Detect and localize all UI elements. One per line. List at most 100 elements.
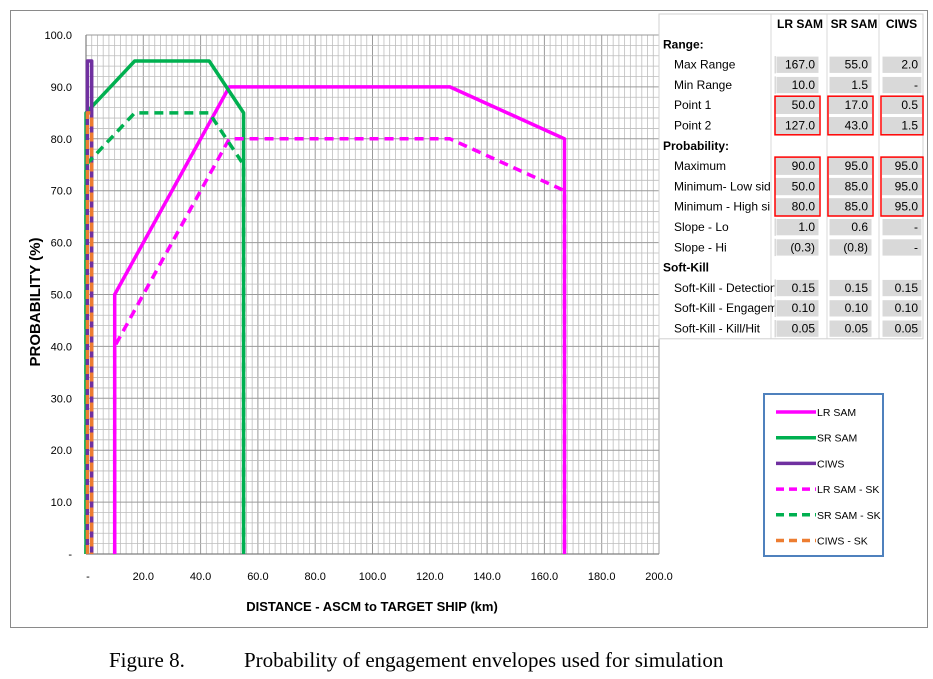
table-row-label: Soft-Kill - Engagem <box>674 301 777 315</box>
table-value-cell: 95.0 <box>895 159 919 173</box>
table-value-cell: 85.0 <box>845 179 869 193</box>
table-value-cell: (0.8) <box>843 240 868 254</box>
table-value-cell: 1.5 <box>851 78 868 92</box>
table-value-bg <box>881 238 923 257</box>
table-value-cell: 10.0 <box>792 78 816 92</box>
table-value-bg <box>828 319 873 338</box>
y-tick-label: 50.0 <box>51 290 72 302</box>
table-value-cell: 0.10 <box>895 301 919 315</box>
table-value-cell: 95.0 <box>895 200 919 214</box>
table-value-cell: 85.0 <box>845 200 869 214</box>
x-tick-label: 140.0 <box>473 571 501 583</box>
x-tick-label: 180.0 <box>588 571 616 583</box>
table-row-label: Soft-Kill - Kill/Hit <box>674 322 761 336</box>
table-value-bg <box>828 299 873 318</box>
table-value-bg <box>881 278 923 298</box>
table-value-bg <box>776 157 819 175</box>
table-clip <box>774 279 776 297</box>
engagement-chart: - 20.0 40.0 60.0 80.0 100.0 120.0 140.0 160.0 180… <box>27 13 924 614</box>
tick-labels: - 20.0 40.0 60.0 80.0 100.0 120.0 140.0 160.0 180… <box>44 30 672 583</box>
table-value-bg <box>828 55 873 74</box>
caption-figure-number: Figure 8. <box>109 648 185 672</box>
table-value-bg <box>882 157 922 175</box>
table-value-cell: 0.05 <box>845 322 869 336</box>
table-value-cell: 50.0 <box>792 179 816 193</box>
x-tick-label: 80.0 <box>304 571 325 583</box>
table-value-cell: 0.05 <box>895 322 919 336</box>
table-value-bg <box>881 218 923 237</box>
y-tick-label: 90.0 <box>51 82 72 94</box>
table-row-label: Soft-Kill - Detection <box>674 281 777 295</box>
table-section-label: Range: <box>663 37 704 51</box>
parameter-table: LR SAM SR SAM CIWS Range: Max Range 167.0 55.0… <box>658 13 924 340</box>
series-line-sr-sam <box>84 59 246 554</box>
table-value-bg <box>776 177 819 196</box>
table-value-cell: 90.0 <box>792 159 816 173</box>
table-row-label: Point 1 <box>674 98 712 112</box>
y-tick-label: - <box>68 549 72 561</box>
table-value-cell: (0.3) <box>790 240 815 254</box>
legend-label: SR SAM - SK <box>817 510 881 522</box>
series-line-ciws-sk <box>85 111 94 554</box>
table-value-bg <box>882 177 922 196</box>
table-value-cell: 0.6 <box>851 220 868 234</box>
table-value-cell: - <box>914 240 918 254</box>
table-value-cell: 2.0 <box>901 58 918 72</box>
table-value-bg <box>881 55 923 74</box>
legend-label: CIWS - SK <box>817 536 868 548</box>
series-line-sr-sam-sk <box>84 111 246 554</box>
y-tick-label: 70.0 <box>51 186 72 198</box>
table-value-bg <box>776 96 819 114</box>
table-clip <box>774 299 776 317</box>
chart-legend: LR SAM SR SAM CIWS LR SAM - SK SR SAM - SK CI… <box>763 393 884 557</box>
table-value-cell: 0.15 <box>895 281 919 295</box>
table-value-cell: 0.15 <box>792 281 816 295</box>
table-value-bg <box>828 75 873 95</box>
table-highlight-box <box>827 156 874 217</box>
chart-series <box>84 59 567 554</box>
table-highlight-box <box>827 95 874 136</box>
table-row-label: Slope - Hi <box>674 240 727 254</box>
y-tick-label: 80.0 <box>51 134 72 146</box>
legend-label: CIWS <box>817 458 844 470</box>
table-section-label: Soft-Kill <box>663 261 709 275</box>
table-value-cell: 1.5 <box>901 119 918 133</box>
y-tick-label: 30.0 <box>51 393 72 405</box>
table-highlight-box <box>880 156 924 217</box>
x-tick-label: 60.0 <box>247 571 268 583</box>
table-value-bg <box>829 157 872 175</box>
table-clip <box>774 320 776 338</box>
table-value-cell: - <box>914 220 918 234</box>
table-value-cell: 167.0 <box>785 58 815 72</box>
table-value-bg <box>881 75 923 95</box>
table-value-cell: 0.10 <box>845 301 869 315</box>
table-value-cell: 0.10 <box>792 301 816 315</box>
caption-text: Probability of engagement envelopes used… <box>244 648 724 672</box>
y-tick-label: 60.0 <box>51 238 72 250</box>
table-value-bg <box>829 117 872 135</box>
table-clip <box>774 238 776 257</box>
table-highlight-box <box>774 95 821 136</box>
table-value-cell: 0.05 <box>792 322 816 336</box>
table-value-bg <box>829 198 872 216</box>
table-value-cell: 95.0 <box>895 179 919 193</box>
table-value-cell: 0.15 <box>845 281 869 295</box>
table-clip <box>774 56 776 74</box>
x-tick-label: 120.0 <box>416 571 444 583</box>
y-tick-label: 40.0 <box>51 341 72 353</box>
legend-box <box>763 393 884 557</box>
table-value-bg <box>829 177 872 196</box>
table-value-bg <box>881 299 923 318</box>
table-value-bg <box>882 117 922 135</box>
series-line-lr-sam <box>112 85 567 554</box>
x-tick-label: 160.0 <box>531 571 559 583</box>
table-value-bg <box>776 198 819 216</box>
table-header-cell: LR SAM <box>777 17 823 31</box>
legend-label: LR SAM <box>817 407 856 419</box>
table-row-label: Max Range <box>674 58 736 72</box>
table-value-bg <box>881 319 923 338</box>
table-value-cell: 95.0 <box>845 159 869 173</box>
x-tick-label: - <box>86 571 90 583</box>
series-line-lr-sam-sk <box>112 137 567 554</box>
legend-label: LR SAM - SK <box>817 484 879 496</box>
